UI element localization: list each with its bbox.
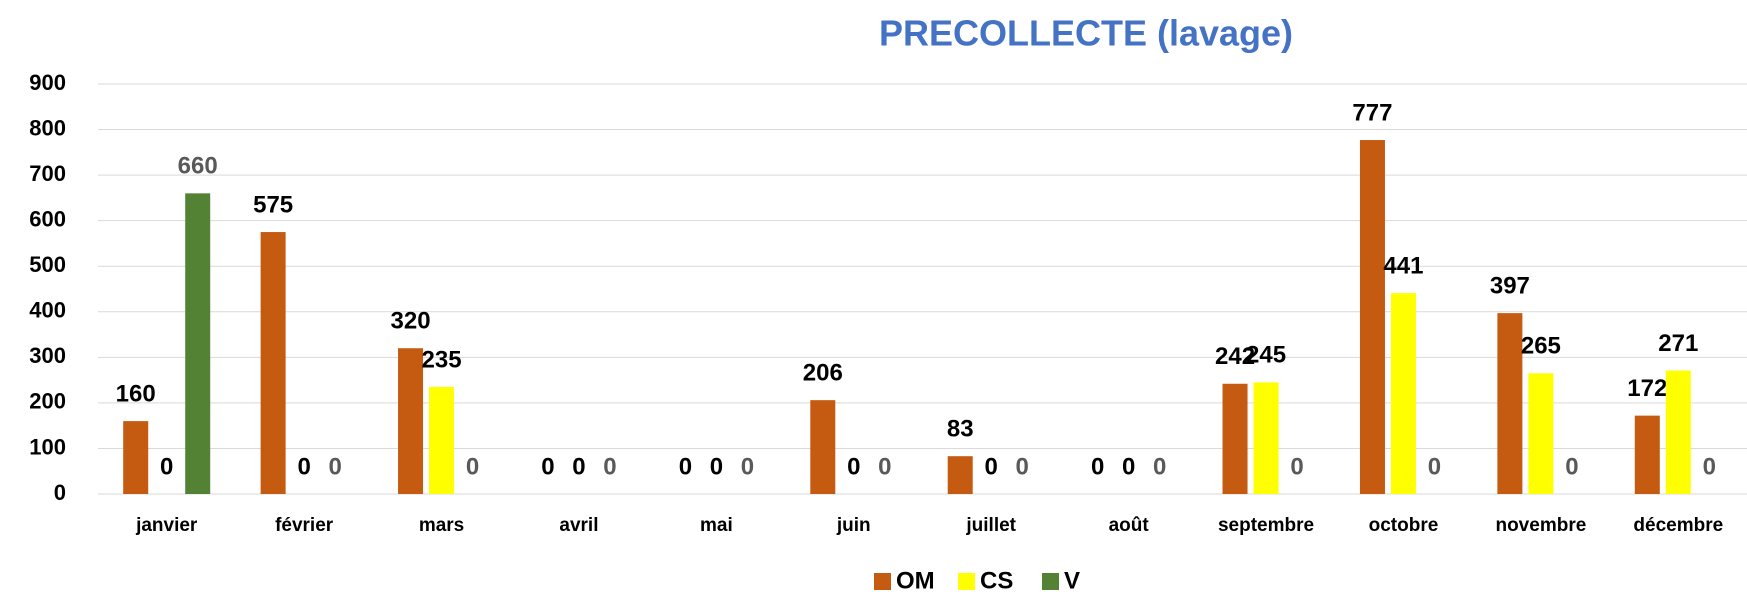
legend-swatch [1042, 573, 1059, 590]
data-label: 206 [803, 359, 843, 386]
data-label: 271 [1658, 330, 1698, 357]
y-tick-label: 600 [29, 206, 66, 231]
y-tick-label: 500 [29, 252, 66, 277]
x-tick-label: juin [836, 515, 871, 536]
data-label: 575 [253, 191, 293, 218]
data-label: 160 [116, 380, 156, 407]
data-label: 0 [466, 453, 479, 480]
data-label: 0 [572, 453, 585, 480]
x-tick-label: septembre [1218, 515, 1314, 536]
data-label: 397 [1490, 272, 1530, 299]
x-tick-label: octobre [1369, 515, 1439, 536]
data-label: 320 [391, 308, 431, 335]
data-label: 660 [178, 153, 218, 180]
data-label: 0 [1091, 453, 1104, 480]
bar [1528, 373, 1554, 494]
bar [1222, 383, 1248, 494]
data-label: 0 [541, 453, 554, 480]
bar [398, 348, 424, 494]
bar [810, 400, 836, 494]
bar [1359, 140, 1385, 495]
data-label: 245 [1246, 342, 1286, 369]
x-tick-label: janvier [135, 515, 198, 536]
data-label: 0 [1703, 453, 1716, 480]
data-label: 0 [985, 453, 998, 480]
data-label: 0 [878, 453, 891, 480]
data-label: 0 [710, 453, 723, 480]
data-label: 235 [422, 346, 462, 373]
bar [1634, 415, 1660, 494]
bar [429, 386, 455, 494]
legend-swatch [874, 573, 891, 590]
data-label: 441 [1383, 252, 1423, 279]
x-tick-label: août [1109, 515, 1150, 536]
data-label: 0 [1153, 453, 1166, 480]
y-tick-label: 100 [29, 434, 66, 459]
legend-label: OM [896, 567, 935, 594]
data-label: 777 [1352, 99, 1392, 126]
data-label: 0 [1016, 453, 1029, 480]
data-label: 265 [1521, 333, 1561, 360]
data-label: 172 [1627, 375, 1667, 402]
data-label: 0 [328, 453, 341, 480]
legend-label: CS [980, 567, 1013, 594]
bar [1253, 382, 1279, 494]
x-tick-label: mars [419, 515, 464, 536]
y-tick-label: 400 [29, 298, 66, 323]
x-tick-label: février [275, 515, 334, 536]
bar [123, 421, 149, 494]
x-tick-label: décembre [1633, 515, 1723, 536]
legend-label: V [1064, 567, 1080, 594]
x-tick-label: novembre [1495, 515, 1586, 536]
y-tick-label: 0 [54, 480, 66, 505]
data-label: 242 [1215, 343, 1255, 370]
data-label: 0 [1565, 453, 1578, 480]
data-label: 0 [297, 453, 310, 480]
bar [1390, 293, 1416, 494]
y-tick-label: 800 [29, 115, 66, 140]
data-label: 0 [847, 453, 860, 480]
y-tick-label: 200 [29, 389, 66, 414]
y-tick-label: 300 [29, 343, 66, 368]
x-tick-label: mai [700, 515, 733, 536]
data-label: 0 [160, 453, 173, 480]
bar [260, 232, 286, 495]
x-tick-label: avril [559, 515, 598, 536]
legend-swatch [958, 573, 975, 590]
x-tick-label: juillet [965, 515, 1016, 536]
bar [947, 456, 973, 494]
chart-title: PRECOLLECTE (lavage) [879, 13, 1293, 54]
data-label: 0 [1290, 453, 1303, 480]
y-tick-label: 700 [29, 161, 66, 186]
y-tick-label: 900 [29, 70, 66, 95]
data-label: 0 [679, 453, 692, 480]
bar [185, 193, 211, 495]
bar [1665, 370, 1691, 494]
data-label: 0 [1428, 453, 1441, 480]
data-label: 0 [1122, 453, 1135, 480]
data-label: 0 [741, 453, 754, 480]
bar [1497, 313, 1523, 494]
data-label: 0 [603, 453, 616, 480]
data-label: 83 [947, 416, 974, 443]
